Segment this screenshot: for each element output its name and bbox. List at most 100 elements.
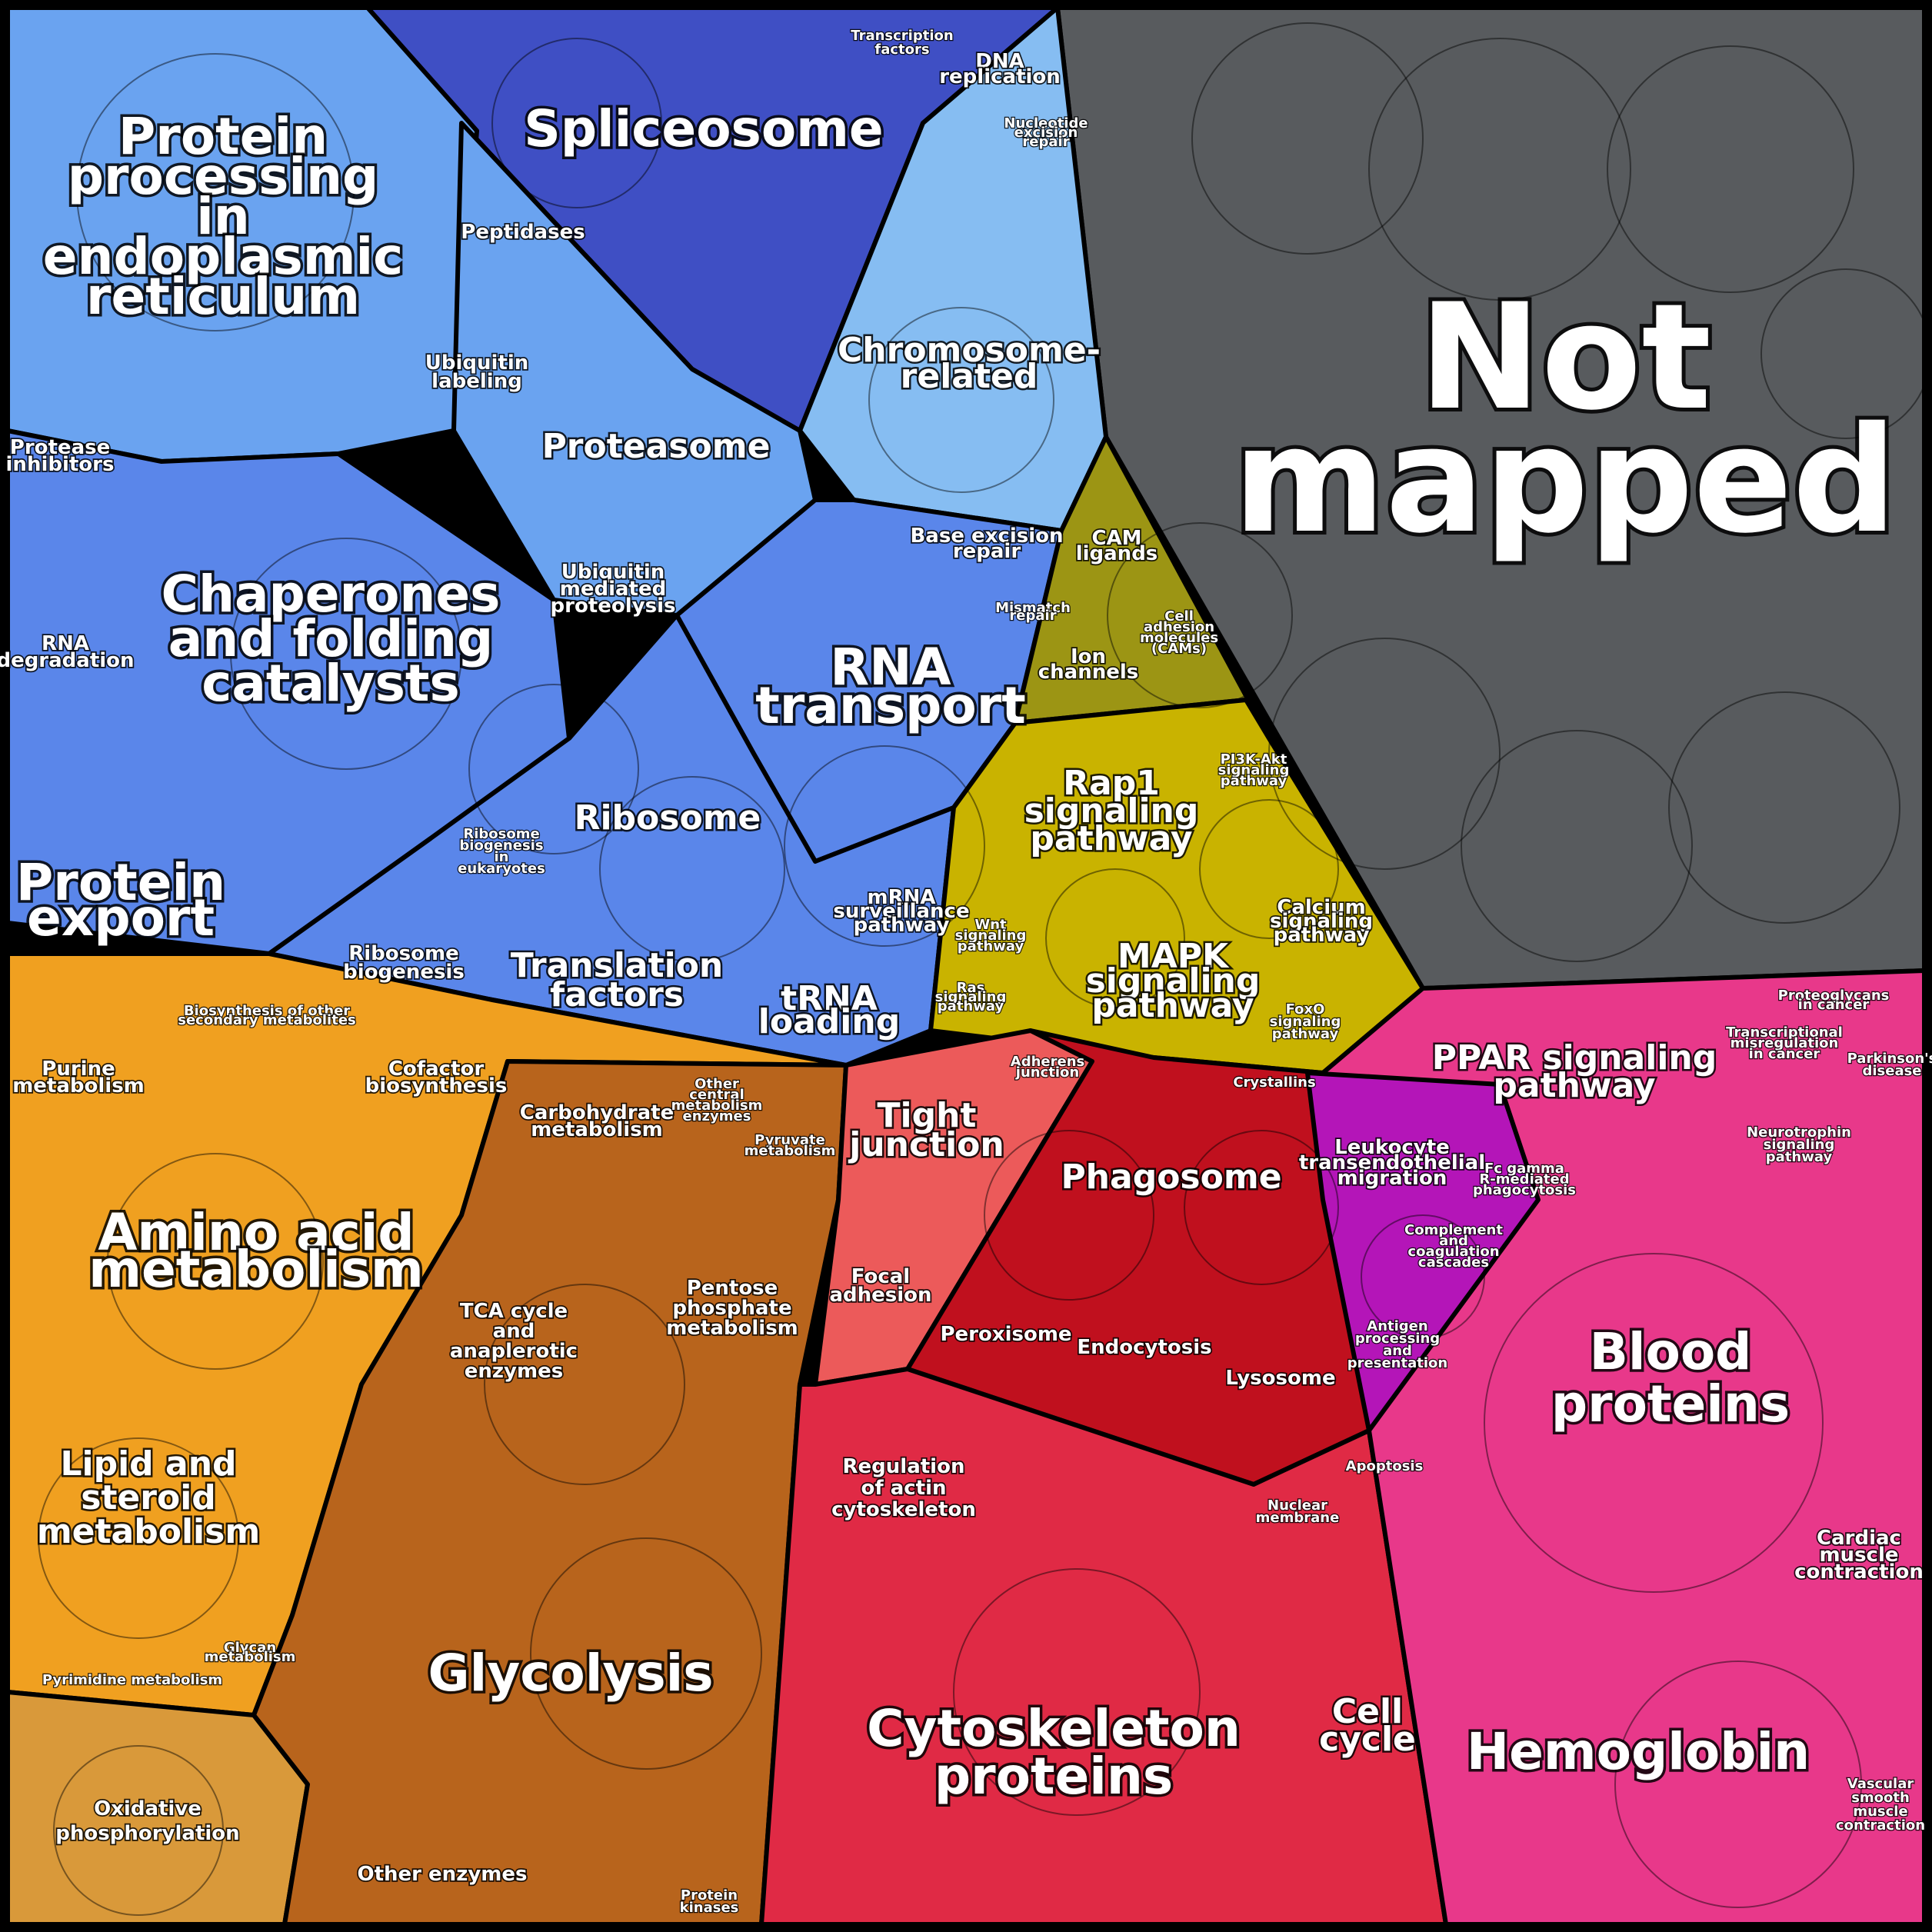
label-antigen-processing: Antigen processing and presentation xyxy=(1347,1318,1447,1371)
label-line: Purine xyxy=(42,1058,115,1081)
label-ras-signaling: Ras signaling pathway xyxy=(935,980,1007,1014)
label-line: pathway xyxy=(1274,924,1370,947)
label-line: Cell xyxy=(1332,1692,1403,1731)
label-line: secondary metabolites xyxy=(178,1012,356,1028)
label-ribosome: Ribosome xyxy=(575,798,761,838)
subcell-25 xyxy=(1614,1661,1862,1908)
label-line: and xyxy=(1439,1233,1468,1249)
label-line: Lipid and xyxy=(60,1444,236,1484)
label-pyruvate-metabolism: Pyruvate metabolism xyxy=(744,1132,836,1159)
label-line: Apoptosis xyxy=(1346,1458,1424,1474)
label-line: Ubiquitin xyxy=(425,351,529,375)
label-line: loading xyxy=(758,1002,900,1041)
label-line: Regulation xyxy=(843,1455,965,1478)
label-peroxisome: Peroxisome xyxy=(940,1323,1071,1346)
label-line: Chaperones xyxy=(162,565,501,624)
label-line: biogenesis xyxy=(343,961,465,984)
label-line: catalysts xyxy=(202,654,460,713)
subcell-5 xyxy=(1268,638,1501,870)
label-line: pathway xyxy=(1493,1066,1655,1105)
label-line: Ribosome xyxy=(575,798,761,838)
subcell-23 xyxy=(953,1568,1201,1816)
label-carbohydrate-metabolism: Carbohydrate metabolism xyxy=(520,1101,674,1141)
label-apoptosis: Apoptosis xyxy=(1346,1458,1424,1474)
label-line: Transcription xyxy=(851,28,953,44)
label-line: smooth xyxy=(1851,1790,1910,1806)
label-line: inhibitors xyxy=(6,453,115,476)
subcell-6 xyxy=(1461,730,1693,962)
label-line: Rap1 xyxy=(1063,764,1160,803)
label-line: proteolysis xyxy=(551,595,676,618)
label-transcription-factors: Transcription factors xyxy=(851,28,953,58)
label-blood-proteins: Blood proteins xyxy=(1551,1322,1790,1434)
label-line: signaling xyxy=(1086,961,1261,1001)
label-line: phosphorylation xyxy=(55,1822,239,1845)
label-rap1: Rap1 signaling pathway xyxy=(1024,764,1199,858)
subcell-16 xyxy=(1045,868,1185,1008)
region-leukocyte xyxy=(1305,1071,1541,1433)
label-line: signaling xyxy=(1218,762,1290,778)
label-line: Fc gamma xyxy=(1484,1161,1564,1177)
label-line: Crystallins xyxy=(1233,1074,1315,1091)
label-adherens-junction: Adherens junction xyxy=(1011,1054,1084,1081)
label-line: Adherens xyxy=(1011,1054,1084,1070)
label-line: Hemoglobin xyxy=(1467,1722,1810,1781)
label-line: labeling xyxy=(431,370,522,393)
label-line: pathway xyxy=(1030,819,1192,858)
label-line: contraction xyxy=(1794,1561,1924,1584)
label-line: Antigen xyxy=(1367,1318,1427,1334)
label-line: Wnt xyxy=(974,917,1007,933)
label-line: Lysosome xyxy=(1225,1367,1335,1390)
label-rna-degradation: RNA degradation xyxy=(0,632,135,672)
label-line: in cancer xyxy=(1798,997,1870,1013)
label-line: Ribosome xyxy=(463,826,539,842)
label-parkinsons: Parkinson's disease xyxy=(1847,1051,1932,1079)
label-regulation-actin: Regulation of actin cytoskeleton xyxy=(831,1455,976,1521)
label-line: Ubiquitin xyxy=(561,561,665,584)
label-nucleotide-excision-repair: Nucleotide excision repair xyxy=(1004,115,1088,150)
label-line: metabolism xyxy=(37,1512,260,1551)
label-crystallins: Crystallins xyxy=(1233,1074,1315,1091)
label-line: Carbohydrate xyxy=(520,1101,674,1124)
label-line: Calcium xyxy=(1277,896,1365,919)
label-proteasome: Proteasome xyxy=(542,427,771,466)
label-line: transport xyxy=(755,676,1026,735)
label-pi3k-akt: PI3K-Akt signaling pathway xyxy=(1218,751,1290,789)
label-translation-factors: Translation factors xyxy=(511,946,724,1014)
label-line: processing xyxy=(68,147,378,206)
label-line: membrane xyxy=(1256,1510,1340,1526)
label-ion-channels: Ion channels xyxy=(1038,645,1139,684)
label-line: steroid xyxy=(81,1478,216,1517)
label-ribosome-biogenesis-eukaryotes: Ribosome biogenesis in eukaryotes xyxy=(458,826,545,877)
label-line: metabolism xyxy=(744,1143,836,1159)
label-focal-adhesion: Focal adhesion xyxy=(829,1265,931,1307)
label-line: adhesion xyxy=(829,1284,931,1307)
label-line: cytoskeleton xyxy=(831,1498,976,1521)
label-chaperones: Chaperones and folding catalysts xyxy=(162,565,501,713)
label-line: pathway xyxy=(1091,986,1254,1025)
label-ppar: PPAR signaling pathway xyxy=(1432,1038,1717,1105)
subcell-19 xyxy=(53,1745,224,1916)
label-line: mRNA xyxy=(868,886,936,909)
label-purine-metabolism: Purine metabolism xyxy=(12,1058,145,1098)
subcell-10 xyxy=(491,38,662,208)
label-line: channels xyxy=(1038,661,1139,684)
label-line: kinases xyxy=(680,1900,739,1916)
label-line: Vascular xyxy=(1847,1776,1914,1792)
label-lipid-steroid: Lipid and steroid metabolism xyxy=(37,1444,260,1551)
label-line: transendothelial xyxy=(1299,1151,1485,1174)
label-cofactor-biosynthesis: Cofactor biosynthesis xyxy=(365,1058,508,1098)
label-line: pathway xyxy=(854,914,950,937)
label-line: pathway xyxy=(1272,1026,1339,1042)
label-proteoglycans: Proteoglycans in cancer xyxy=(1778,988,1890,1013)
label-leukocyte: Leukocyte transendothelial migration xyxy=(1299,1136,1485,1190)
label-tight-junction: Tight junction xyxy=(848,1096,1004,1164)
label-line: tRNA xyxy=(781,979,878,1018)
label-glycolysis: Glycolysis xyxy=(428,1644,713,1703)
label-cam-ligands: CAM ligands xyxy=(1076,527,1158,565)
label-ubiquitin-mediated: Ubiquitin mediated proteolysis xyxy=(551,561,676,618)
label-line: Protein xyxy=(681,1887,738,1904)
label-line: presentation xyxy=(1347,1355,1447,1371)
label-line: Ion xyxy=(1071,645,1106,668)
subcell-21 xyxy=(530,1537,762,1770)
